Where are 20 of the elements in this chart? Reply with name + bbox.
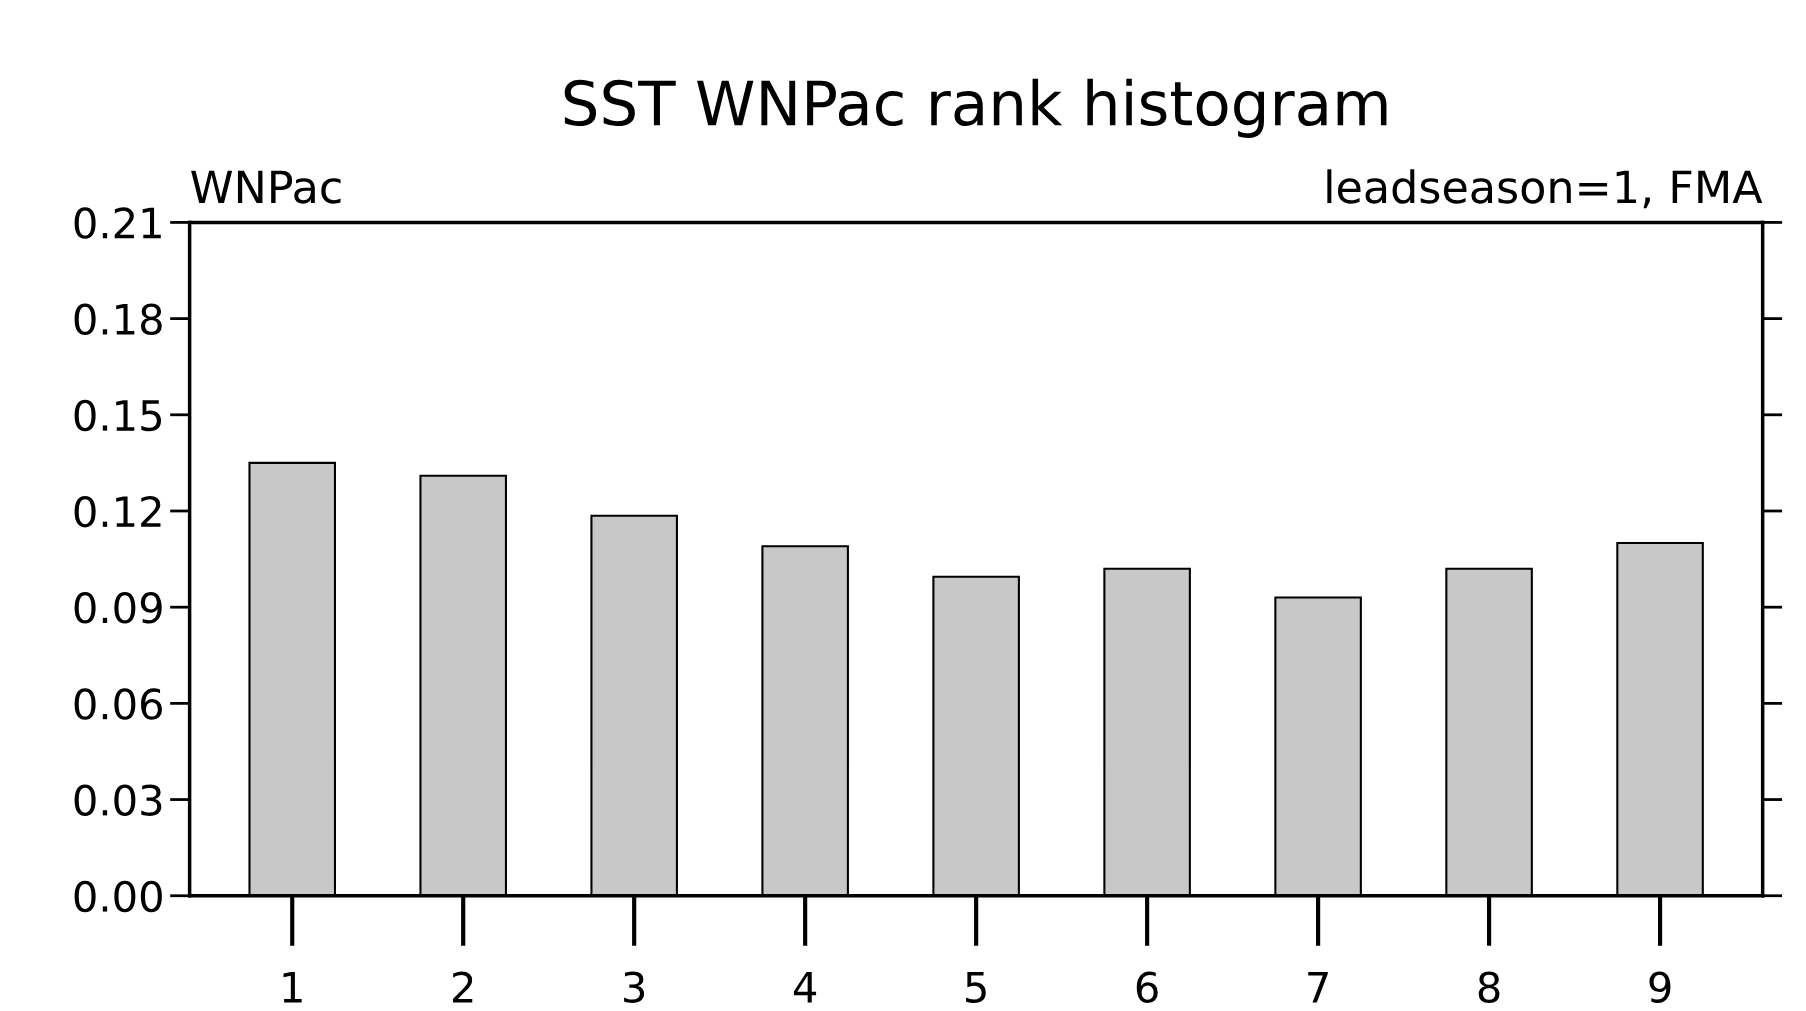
x-tick-label: 2 [453, 971, 473, 1003]
y-tick-label: 0.03 [74, 784, 162, 816]
y-tick-label: 0.18 [74, 303, 162, 336]
y-tick-label: 0.21 [74, 207, 161, 239]
y-tick-label: 0.09 [74, 592, 162, 624]
y-tick-label: 0.00 [74, 880, 162, 913]
x-tick-label: 6 [1136, 971, 1158, 1003]
x-tick-label: 1 [283, 972, 302, 1003]
x-tick-label: 5 [966, 972, 986, 1003]
text: leadseason=1, FMA [1327, 169, 1763, 209]
x-tick-label: 7 [1308, 972, 1328, 1003]
y-tick-label: 0.06 [74, 688, 163, 720]
y-tick-label: 0.12 [74, 495, 161, 528]
x-tick-label: 9 [1649, 971, 1671, 1003]
x-tick-label: 3 [624, 971, 645, 1003]
chart-title: SST WNPac rank histogram [564, 78, 1387, 138]
text: WNPac [191, 170, 341, 204]
x-tick-label: 8 [1478, 971, 1500, 1003]
y-tick-label: 0.15 [74, 399, 161, 432]
x-tick-label: 4 [793, 972, 817, 1003]
